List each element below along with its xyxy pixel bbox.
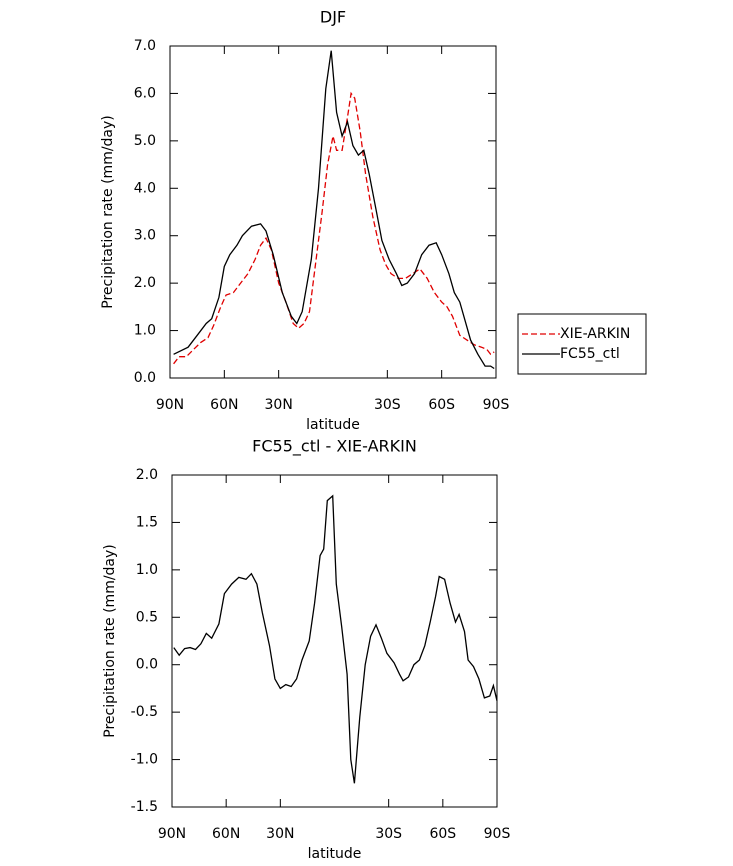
y-tick-label: -1.5	[131, 799, 158, 815]
y-axis-label: Precipitation rate (mm/day)	[100, 115, 116, 309]
y-tick-label: 5.0	[134, 133, 156, 149]
y-tick-label: 2.0	[136, 467, 158, 483]
data-line	[173, 50, 495, 370]
x-tick-label: 90N	[158, 826, 186, 842]
y-tick-label: 0.0	[134, 370, 156, 386]
y-tick-label: -0.5	[131, 704, 158, 720]
y-tick-label: 0.0	[136, 657, 158, 673]
x-tick-label: 90N	[156, 397, 184, 413]
x-axis-label: latitude	[306, 417, 360, 433]
y-tick-label: 1.0	[136, 562, 158, 578]
legend-label: XIE-ARKIN	[560, 326, 630, 342]
legend-label: FC55_ctl	[560, 346, 620, 362]
x-tick-label: 30S	[374, 397, 401, 413]
x-tick-label: 30N	[265, 397, 293, 413]
legend-box	[517, 313, 647, 375]
chart-title: FC55_ctl - XIE-ARKIN	[252, 437, 417, 457]
plot-frame	[169, 45, 497, 379]
y-tick-label: 6.0	[134, 85, 156, 101]
y-tick-label: 1.0	[134, 323, 156, 339]
x-axis-label: latitude	[308, 846, 362, 862]
data-line	[173, 91, 495, 365]
x-tick-label: 90S	[483, 397, 510, 413]
y-tick-label: -1.0	[131, 752, 158, 768]
y-tick-label: 0.5	[136, 609, 158, 625]
y-tick-label: 7.0	[134, 38, 156, 54]
x-tick-label: 30S	[375, 826, 402, 842]
x-tick-label: 30N	[266, 826, 294, 842]
x-tick-label: 90S	[484, 826, 511, 842]
y-tick-label: 2.0	[134, 275, 156, 291]
plot-frame	[171, 474, 498, 808]
y-axis-label: Precipitation rate (mm/day)	[102, 544, 118, 738]
x-tick-label: 60S	[428, 397, 455, 413]
x-tick-label: 60S	[429, 826, 456, 842]
data-line	[173, 494, 498, 784]
x-tick-label: 60N	[212, 826, 240, 842]
y-tick-label: 4.0	[134, 180, 156, 196]
x-tick-label: 60N	[210, 397, 238, 413]
y-tick-label: 3.0	[134, 228, 156, 244]
chart-title: DJF	[320, 8, 346, 27]
y-tick-label: 1.5	[136, 514, 158, 530]
